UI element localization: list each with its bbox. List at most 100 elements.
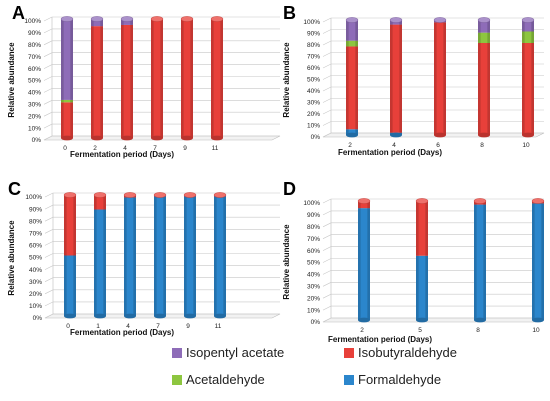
- bar-shade: [425, 201, 428, 256]
- bar-shade: [124, 197, 127, 316]
- y-axis-label: Relative abundance: [282, 224, 291, 300]
- bar-base: [64, 313, 76, 319]
- gridline: [322, 198, 544, 204]
- bar-base: [61, 135, 73, 141]
- bar-cap: [120, 16, 134, 22]
- bar-shade: [103, 209, 106, 316]
- bar-shade: [184, 196, 187, 316]
- bar-segment: [358, 208, 370, 320]
- bar-segment: [91, 19, 103, 27]
- bar-base: [121, 135, 133, 141]
- bar-base: [154, 313, 166, 319]
- bar-shade: [121, 19, 124, 25]
- legend-label: Acetaldehyde: [186, 372, 265, 387]
- y-axis-label: Relative abundance: [282, 42, 291, 118]
- bar-segment: [94, 209, 106, 316]
- bar-shade: [416, 255, 419, 320]
- gridline: [44, 265, 280, 270]
- bar-shade: [61, 99, 64, 103]
- bar-segment: [532, 203, 544, 320]
- bar-shade: [531, 43, 534, 135]
- bar-shade: [390, 20, 393, 25]
- bar-segment: [64, 255, 76, 316]
- bar-shade: [151, 19, 154, 138]
- bar-cap: [415, 198, 429, 204]
- bar-segment: [346, 129, 358, 135]
- gridline: [44, 192, 280, 198]
- bar-cap: [357, 198, 371, 204]
- y-tick-label: 80%: [29, 218, 42, 225]
- bar-segment: [184, 196, 196, 316]
- gridline: [322, 52, 544, 57]
- gridline: [322, 305, 544, 311]
- y-tick-label: 10%: [307, 123, 320, 130]
- bar-shade: [522, 20, 525, 32]
- y-tick-label: 40%: [29, 267, 42, 274]
- bar-segment: [61, 102, 73, 138]
- bar-base: [390, 132, 402, 138]
- bar-shade: [181, 19, 184, 138]
- bar-shade: [474, 204, 477, 320]
- bar-segment: [64, 195, 76, 256]
- y-tick-label: 50%: [29, 255, 42, 262]
- bar-segment: [522, 31, 534, 43]
- y-tick-label: 10%: [28, 125, 41, 132]
- panel-label: D: [283, 179, 296, 199]
- bar-base: [151, 135, 163, 141]
- x-tick-label: 11: [212, 145, 219, 152]
- bar-shade: [358, 201, 361, 209]
- gridline: [322, 132, 544, 138]
- x-tick-label: 2: [348, 142, 352, 149]
- bar-shade: [214, 196, 217, 316]
- x-tick-label: 8: [480, 142, 484, 149]
- bar-cap: [90, 16, 104, 22]
- bar-shade: [355, 129, 358, 135]
- x-tick-label: 2: [360, 327, 364, 334]
- legend: Isopentyl acetate Isobutyraldehyde Acetald…: [172, 345, 457, 387]
- gridline: [43, 135, 280, 141]
- bar-shade: [100, 26, 103, 138]
- gridline: [322, 109, 544, 115]
- bar-shade: [531, 31, 534, 43]
- x-tick-label: 9: [183, 145, 187, 152]
- bar-shade: [220, 19, 223, 138]
- bar-cap: [345, 17, 359, 23]
- bar-segment: [121, 24, 133, 139]
- gridline: [322, 98, 544, 103]
- y-tick-label: 0%: [311, 134, 321, 141]
- bar-base: [184, 313, 196, 319]
- x-tick-label: 10: [532, 327, 540, 334]
- bar-shade: [346, 46, 349, 130]
- gridline: [43, 64, 280, 69]
- bar-shade: [70, 99, 73, 103]
- gridline: [44, 253, 280, 258]
- bar-shade: [193, 196, 196, 316]
- x-axis-label: Fermentation period (Days): [70, 150, 174, 159]
- gridline: [44, 277, 280, 282]
- chart-panel-c: C 0% 10% 20% 30% 40% 50% 60% 70% 80% 90% 100% 0 1 4 7 9 1…: [7, 179, 281, 337]
- bar-shade: [522, 31, 525, 43]
- y-tick-label: 70%: [307, 236, 320, 243]
- bar-base: [91, 135, 103, 141]
- bar-shade: [130, 19, 133, 25]
- gridline: [44, 289, 280, 295]
- bar-segment: [91, 26, 103, 138]
- y-tick-label: 30%: [307, 284, 320, 291]
- y-tick-label: 100%: [303, 19, 320, 26]
- bar-base: [94, 313, 106, 319]
- bar-segment: [346, 46, 358, 130]
- bar-base: [346, 132, 358, 138]
- bar-shade: [70, 19, 73, 100]
- bar-base: [474, 317, 486, 323]
- y-tick-label: 40%: [307, 272, 320, 279]
- bar-segment: [474, 204, 486, 320]
- panel-label: C: [8, 179, 21, 199]
- bar-shade: [133, 197, 136, 316]
- bar-segment: [478, 32, 490, 43]
- gridline: [322, 29, 544, 34]
- bar-segment: [151, 19, 163, 138]
- bar-shade: [211, 19, 214, 138]
- bar-cap: [521, 17, 535, 23]
- bar-shade: [61, 102, 64, 138]
